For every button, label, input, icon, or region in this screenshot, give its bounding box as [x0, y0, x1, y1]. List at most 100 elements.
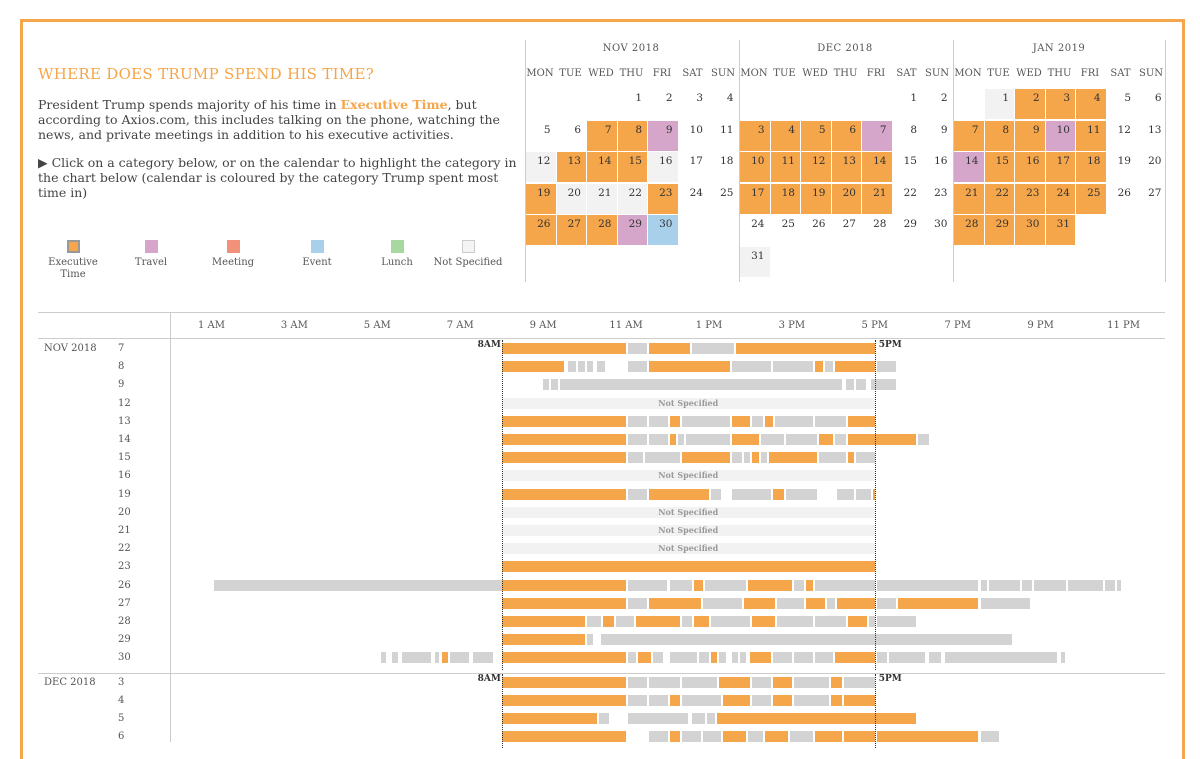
calendar-day[interactable]: 10 [689, 123, 703, 136]
calendar-day[interactable]: 3 [740, 120, 770, 151]
executive-time-segment[interactable] [501, 561, 875, 573]
calendar-day[interactable]: 10 [1045, 120, 1075, 151]
calendar-day[interactable]: 13 [1148, 123, 1162, 136]
not-specified-segment[interactable] [213, 579, 502, 591]
calendar-day[interactable]: 21 [587, 183, 617, 214]
not-specified-bar[interactable]: Not Specified [501, 397, 875, 409]
not-specified-bar[interactable]: Not Specified [501, 470, 875, 482]
calendar-day[interactable]: 25 [781, 218, 795, 230]
not-specified-segment[interactable] [648, 676, 680, 688]
executive-time-segment[interactable] [876, 731, 979, 743]
calendar-day[interactable]: 26 [1117, 186, 1131, 199]
not-specified-segment[interactable] [837, 488, 855, 500]
calendar-day[interactable]: 9 [648, 120, 678, 151]
calendar-day[interactable]: 7 [954, 120, 984, 151]
calendar-day[interactable]: 21 [862, 183, 892, 214]
not-specified-segment[interactable] [702, 597, 743, 609]
legend-executive[interactable]: Executive Time [38, 240, 108, 281]
not-specified-segment[interactable] [777, 597, 805, 609]
calendar-day[interactable]: 30 [1015, 215, 1045, 245]
calendar-day[interactable]: 24 [1045, 183, 1075, 214]
executive-time-segment[interactable] [897, 597, 979, 609]
not-specified-segment[interactable] [980, 731, 1000, 743]
not-specified-segment[interactable] [731, 452, 743, 464]
executive-time-segment[interactable] [638, 652, 651, 664]
not-specified-segment[interactable] [472, 652, 494, 664]
executive-time-segment[interactable] [773, 694, 792, 706]
not-specified-segment[interactable] [1067, 579, 1103, 591]
not-specified-bar[interactable]: Not Specified [501, 506, 875, 518]
executive-time-segment[interactable] [748, 579, 792, 591]
not-specified-segment[interactable] [628, 579, 668, 591]
not-specified-segment[interactable] [845, 379, 855, 391]
executive-time-segment[interactable] [831, 676, 842, 688]
calendar-day[interactable]: 4 [770, 120, 800, 151]
calendar-day[interactable]: 29 [617, 215, 647, 245]
calendar-day[interactable]: 28 [954, 215, 984, 245]
executive-time-segment[interactable] [723, 694, 751, 706]
not-specified-segment[interactable] [682, 616, 693, 627]
not-specified-segment[interactable] [1034, 579, 1066, 591]
executive-time-segment[interactable] [835, 652, 875, 664]
calendar-day[interactable]: 5 [801, 120, 831, 151]
not-specified-segment[interactable] [793, 652, 813, 664]
calendar-day[interactable]: 25 [720, 186, 734, 199]
not-specified-segment[interactable] [648, 434, 668, 445]
executive-time-segment[interactable] [669, 694, 680, 706]
not-specified-segment[interactable] [719, 652, 726, 664]
executive-time-segment[interactable] [501, 694, 627, 706]
not-specified-segment[interactable] [402, 652, 432, 664]
calendar-day[interactable]: 1 [984, 89, 1014, 119]
not-specified-segment[interactable] [793, 676, 830, 688]
not-specified-segment[interactable] [677, 434, 685, 445]
not-specified-segment[interactable] [876, 579, 979, 591]
executive-time-segment[interactable] [648, 361, 730, 373]
calendar-day[interactable]: 29 [984, 215, 1014, 245]
not-specified-segment[interactable] [876, 616, 917, 627]
not-specified-segment[interactable] [628, 361, 647, 373]
not-specified-segment[interactable] [752, 676, 772, 688]
calendar-day[interactable]: 19 [526, 183, 556, 214]
calendar-day[interactable]: 5 [543, 123, 551, 136]
not-specified-segment[interactable] [1117, 579, 1122, 591]
executive-time-segment[interactable] [847, 452, 855, 464]
not-specified-segment[interactable] [682, 731, 701, 743]
not-specified-bar[interactable]: Not Specified [501, 525, 875, 536]
calendar-day[interactable]: 31 [740, 246, 770, 277]
calendar-day[interactable]: 8 [910, 123, 917, 136]
not-specified-segment[interactable] [988, 579, 1020, 591]
calendar-day[interactable]: 6 [831, 120, 861, 151]
not-specified-segment[interactable] [599, 713, 610, 724]
executive-time-segment[interactable] [669, 731, 680, 743]
executive-time-segment[interactable] [814, 731, 842, 743]
executive-time-segment[interactable] [735, 343, 875, 354]
not-specified-segment[interactable] [752, 694, 772, 706]
calendar-day[interactable]: 3 [1045, 89, 1075, 119]
executive-time-segment[interactable] [723, 731, 747, 743]
not-specified-segment[interactable] [628, 694, 647, 706]
executive-time-segment[interactable] [818, 434, 834, 445]
executive-time-segment[interactable] [648, 597, 701, 609]
calendar-day[interactable]: 14 [954, 152, 984, 182]
not-specified-segment[interactable] [586, 361, 593, 373]
calendar-day[interactable]: 31 [1045, 215, 1075, 245]
calendar-day[interactable]: 16 [1015, 152, 1045, 182]
not-specified-segment[interactable] [682, 694, 722, 706]
not-specified-segment[interactable] [793, 694, 830, 706]
not-specified-segment[interactable] [682, 676, 718, 688]
not-specified-segment[interactable] [731, 488, 772, 500]
calendar-day[interactable]: 1 [635, 92, 642, 104]
calendar-day[interactable]: 7 [862, 120, 892, 151]
executive-time-segment[interactable] [750, 652, 772, 664]
calendar-day[interactable]: 29 [903, 218, 917, 230]
not-specified-segment[interactable] [543, 379, 550, 391]
calendar-day[interactable]: 17 [689, 155, 703, 167]
calendar-day[interactable]: 11 [770, 152, 800, 182]
calendar-day[interactable]: 26 [526, 215, 556, 245]
executive-time-segment[interactable] [648, 343, 691, 354]
executive-time-segment[interactable] [501, 616, 585, 627]
calendar-day[interactable]: 14 [862, 152, 892, 182]
not-specified-segment[interactable] [644, 452, 680, 464]
calendar-day[interactable]: 23 [1015, 183, 1045, 214]
calendar-day[interactable]: 15 [617, 152, 647, 182]
